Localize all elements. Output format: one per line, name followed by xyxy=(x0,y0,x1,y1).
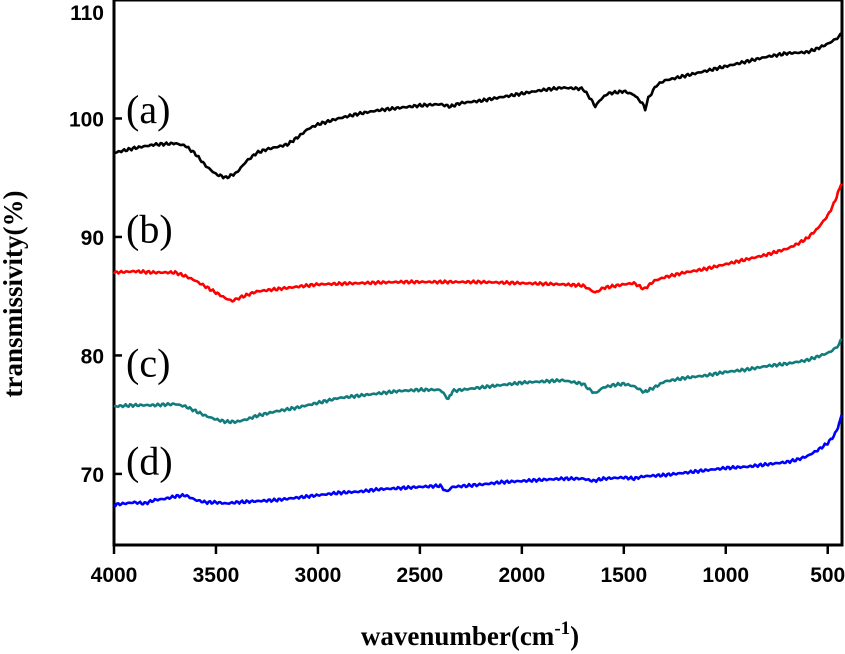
series-label: (c) xyxy=(126,340,170,385)
y-tick-label: 110 xyxy=(70,2,104,25)
x-tick-label: 500 xyxy=(810,564,845,587)
x-axis-title: wavenumber(cm-1) xyxy=(361,618,579,651)
series-label: (a) xyxy=(126,87,170,132)
x-tick-label: 4000 xyxy=(91,564,138,587)
plot-frame xyxy=(112,0,844,547)
series-line-1 xyxy=(114,32,843,180)
x-tick-label: 3000 xyxy=(295,564,342,587)
series-label: (d) xyxy=(126,439,173,484)
y-tick-label: 80 xyxy=(81,345,104,368)
y-axis-title: transmissivity(%) xyxy=(0,191,28,398)
series-line-4 xyxy=(113,414,843,508)
x-tick-label: 3500 xyxy=(193,564,240,587)
y-tick-label: 90 xyxy=(81,227,104,250)
y-tick-label: 70 xyxy=(81,464,104,487)
x-tick-label: 2000 xyxy=(498,564,545,587)
x-axis: 4000 3500 3000 2500 2000 1500 1000 500 xyxy=(91,545,845,587)
series-line-3 xyxy=(113,338,843,425)
plot-area: (a) (b) (c) (d) xyxy=(112,0,844,547)
series-label: (b) xyxy=(126,207,173,252)
x-tick-label: 1000 xyxy=(702,564,749,587)
series-label-layer: (a) (b) (c) (d) xyxy=(126,87,173,484)
x-tick-label: 2500 xyxy=(397,564,444,587)
y-tick-label: 100 xyxy=(69,108,104,131)
y-axis: 70 80 90 100 110 xyxy=(69,0,122,487)
series-line-2 xyxy=(112,183,843,303)
series-layer xyxy=(112,32,843,508)
x-tick-label: 1500 xyxy=(600,564,647,587)
